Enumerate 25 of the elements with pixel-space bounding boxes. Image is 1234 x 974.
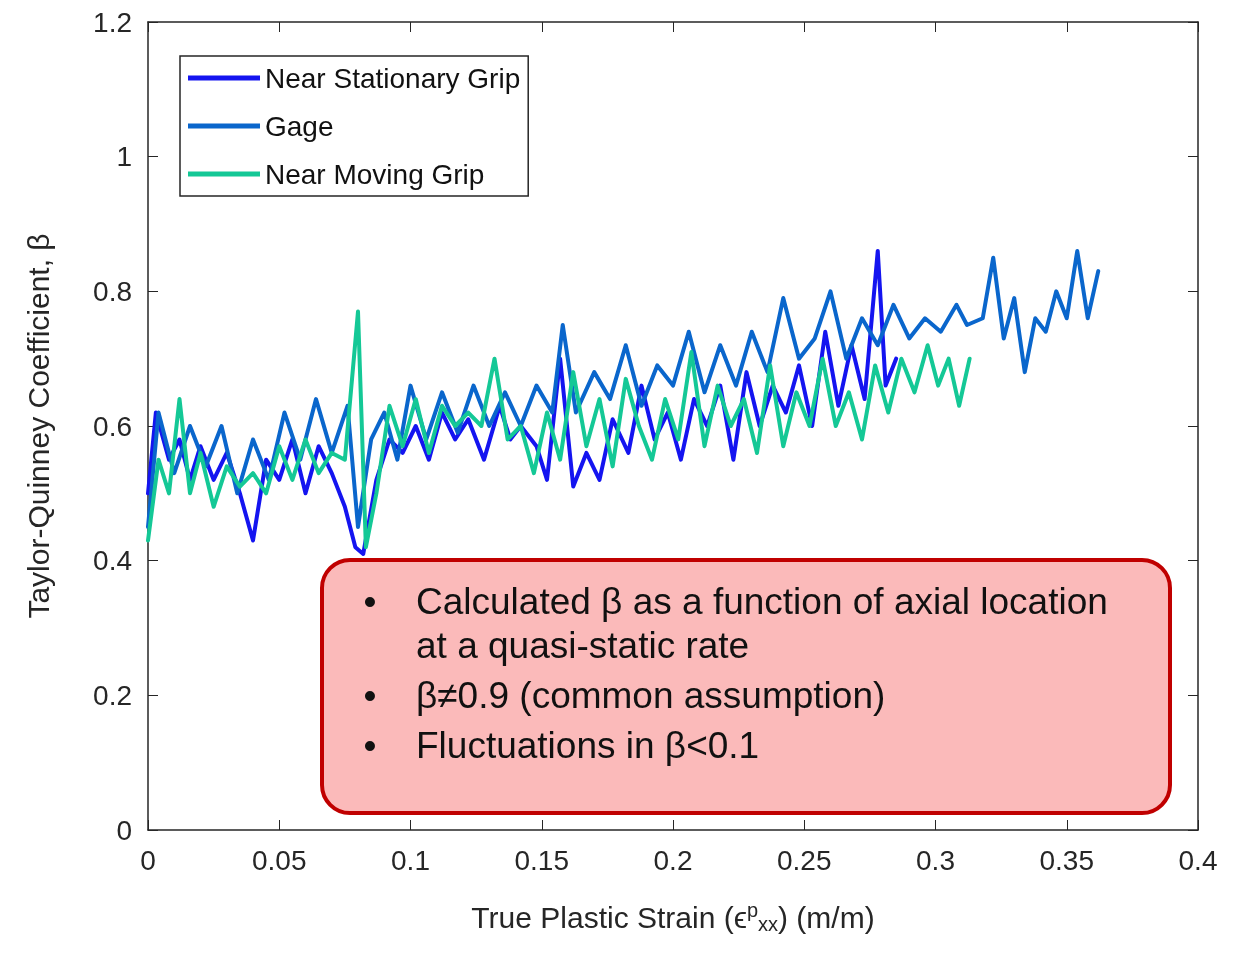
callout-box: • Calculated β as a function of axial location at a quasi-static rate • β≠0.9 (common assumption) • Fluctuations in β<0.1 [320, 558, 1172, 815]
x-tick-label: 0.2 [653, 844, 693, 876]
x-tick-label: 0.3 [916, 844, 955, 876]
x-tick-label: 0.35 [1039, 844, 1094, 876]
line-series [146, 248, 1101, 529]
y-tick-label: 0 [116, 814, 132, 846]
annotation: • Fluctuations in β<0.1 [362, 724, 761, 768]
y-tick-label: 0.4 [93, 545, 132, 577]
y-tick-label: 0.2 [93, 679, 132, 711]
y-tick-label: 1.2 [93, 6, 132, 38]
legend-label: Gage [265, 110, 334, 142]
annotation: • β≠0.9 (common assumption) [362, 674, 887, 718]
y-tick-label: 1 [116, 141, 132, 173]
x-tick-label: 0.15 [514, 844, 569, 876]
legend-label: Near Moving Grip [265, 158, 485, 190]
x-tick-label: 0 [140, 844, 156, 876]
y-tick-label: 0.6 [93, 410, 132, 442]
x-tick-label: 0.4 [1178, 844, 1218, 876]
legend-label: Near Stationary Grip [265, 62, 521, 94]
x-tick-label: 0.05 [252, 844, 307, 876]
y-axis-title: Taylor-Quinney Coefficient, β [21, 233, 55, 619]
x-tick-label: 0.1 [391, 844, 430, 876]
x-tick-label: 0.25 [777, 844, 832, 876]
y-tick-label: 0.8 [93, 275, 132, 307]
line-series [146, 309, 972, 550]
